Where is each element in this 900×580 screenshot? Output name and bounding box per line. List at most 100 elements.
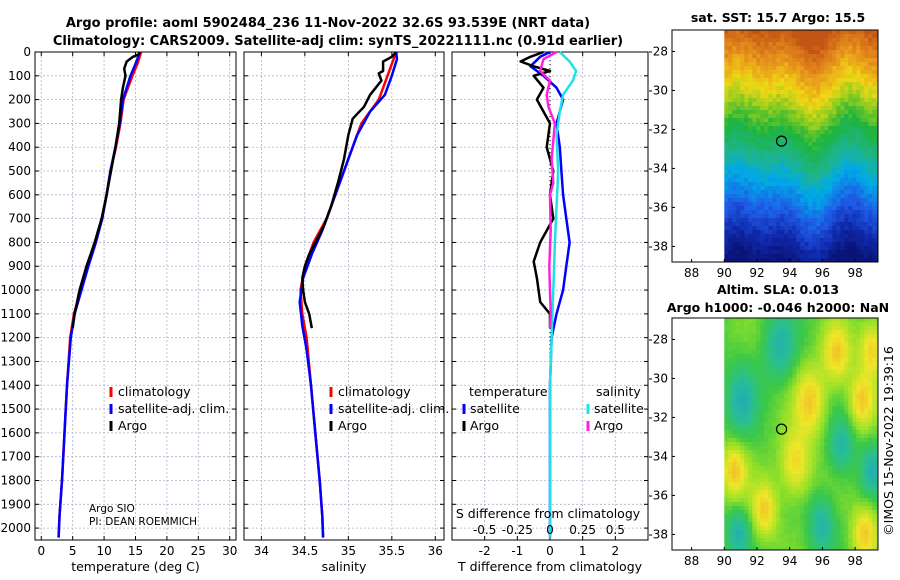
map-cell — [844, 238, 849, 243]
map-cell — [768, 190, 773, 195]
map-cell — [840, 398, 845, 403]
map-cell — [816, 186, 821, 191]
map-cell — [808, 506, 813, 511]
map-cell — [732, 250, 737, 255]
map-cell — [780, 446, 785, 451]
map-cell — [860, 506, 865, 511]
map-cell — [784, 142, 789, 147]
map-cell — [864, 382, 869, 387]
map-cell — [796, 402, 801, 407]
map-cell — [844, 370, 849, 375]
map-cell — [748, 330, 753, 335]
map-cell — [860, 222, 865, 227]
map-cell — [784, 390, 789, 395]
map-cell — [872, 414, 877, 419]
map-cell — [776, 126, 781, 131]
map-cell — [752, 522, 757, 527]
sla-map: 88 90 92 94 96 98-28-30-32-34-36-38 — [648, 317, 879, 568]
map-cell — [740, 134, 745, 139]
map-cell — [780, 250, 785, 255]
map-cell — [728, 178, 733, 183]
map-cell — [872, 50, 877, 55]
map-cell — [776, 542, 781, 547]
map-cell — [788, 370, 793, 375]
map-cell — [868, 86, 873, 91]
map-cell — [804, 114, 809, 119]
map-cell — [820, 542, 825, 547]
map-cell — [836, 458, 841, 463]
map-cell — [736, 50, 741, 55]
map-cell — [760, 82, 765, 87]
map-cell — [804, 494, 809, 499]
map-cell — [848, 142, 853, 147]
map-cell — [756, 66, 761, 71]
map-cell — [792, 370, 797, 375]
map-cell — [828, 70, 833, 75]
map-cell — [832, 34, 837, 39]
map-cell — [796, 86, 801, 91]
map-cell — [780, 46, 785, 51]
map-cell — [732, 114, 737, 119]
map-cell — [844, 86, 849, 91]
map-cell — [792, 334, 797, 339]
map-cell — [832, 402, 837, 407]
map-cell — [824, 158, 829, 163]
map-cell — [812, 146, 817, 151]
map-cell — [776, 442, 781, 447]
map-cell — [804, 94, 809, 99]
map-cell — [816, 30, 821, 35]
map-cell — [848, 462, 853, 467]
map-cell — [780, 98, 785, 103]
map-cell — [872, 502, 877, 507]
map-cell — [784, 414, 789, 419]
map-cell — [860, 130, 865, 135]
map-cell — [724, 210, 729, 215]
map-cell — [740, 210, 745, 215]
map-cell — [820, 250, 825, 255]
map-cell — [856, 94, 861, 99]
map-cell — [876, 446, 878, 451]
map-cell — [784, 86, 789, 91]
map-cell — [748, 358, 753, 363]
map-cell — [820, 346, 825, 351]
map-cell — [784, 378, 789, 383]
map-cell — [828, 202, 833, 207]
map-cell — [796, 50, 801, 55]
map-cell — [848, 170, 853, 175]
map-cell — [820, 490, 825, 495]
title-line-2: Climatology: CARS2009. Satellite-adj cli… — [53, 34, 623, 49]
map-cell — [828, 534, 833, 539]
map-cell — [760, 214, 765, 219]
map-cell — [736, 30, 741, 35]
map-cell — [828, 142, 833, 147]
map-cell — [796, 174, 801, 179]
map-cell — [756, 94, 761, 99]
map-cell — [820, 382, 825, 387]
map-cell — [864, 418, 869, 423]
map-cell — [756, 198, 761, 203]
map-cell — [828, 326, 833, 331]
map-cell — [776, 242, 781, 247]
map-cell — [820, 174, 825, 179]
map-cell — [852, 70, 857, 75]
map-cell — [808, 538, 813, 543]
map-cell — [804, 134, 809, 139]
map-cell — [816, 470, 821, 475]
map-cell — [836, 538, 841, 543]
map-cell — [816, 142, 821, 147]
map-cell — [748, 418, 753, 423]
map-cell — [724, 498, 729, 503]
map-cell — [780, 434, 785, 439]
map-cell — [784, 398, 789, 403]
map-cell — [840, 214, 845, 219]
map-cell — [844, 410, 849, 415]
map-cell — [872, 542, 877, 547]
map-cell — [752, 442, 757, 447]
map-cell — [772, 422, 777, 427]
map-cell — [760, 546, 765, 550]
map-cell — [832, 374, 837, 379]
map-cell — [728, 206, 733, 211]
map-cell — [820, 50, 825, 55]
map-cell — [864, 462, 869, 467]
map-cell — [752, 198, 757, 203]
